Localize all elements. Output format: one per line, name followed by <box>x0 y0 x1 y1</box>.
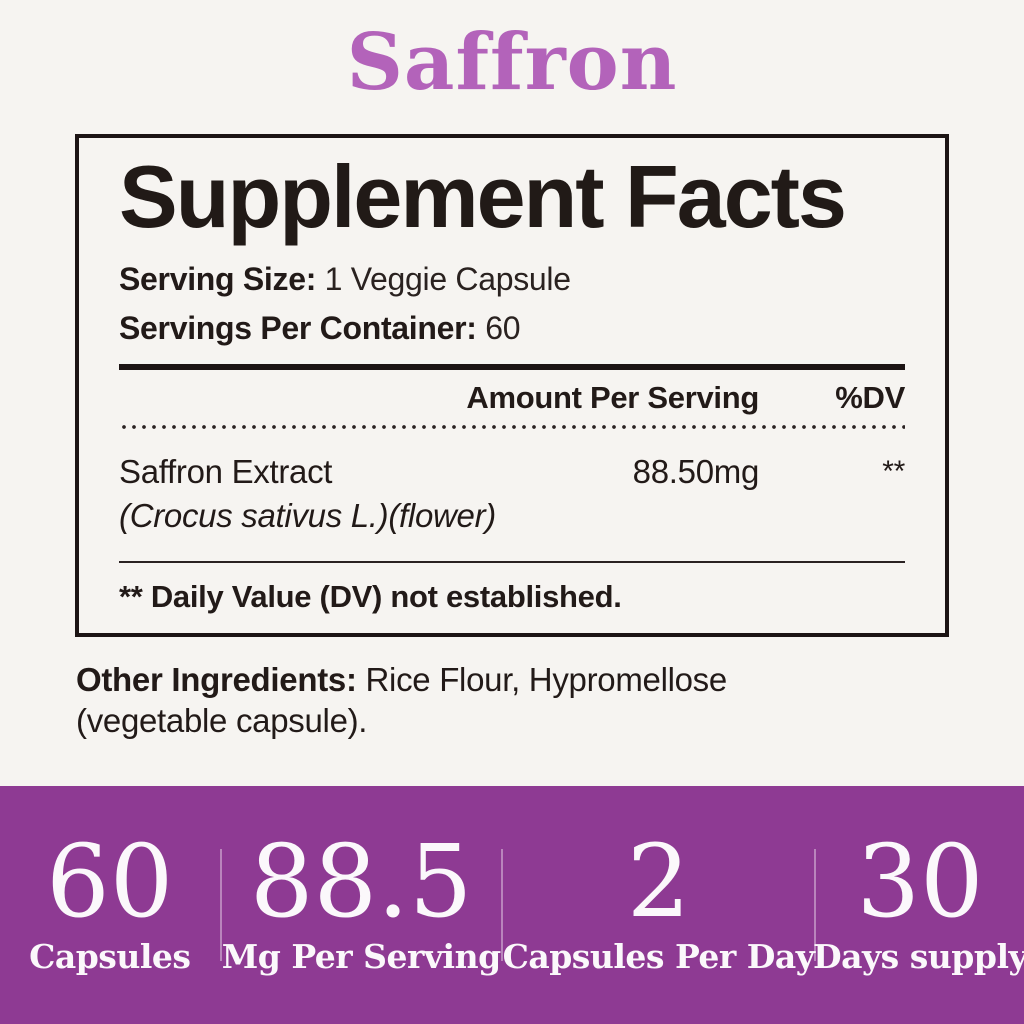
amount-per-serving-header: Amount Per Serving <box>466 379 759 415</box>
column-header-row: Amount Per Serving %DV <box>119 380 905 416</box>
serving-size-value: 1 Veggie Capsule <box>324 260 571 297</box>
supplement-facts-panel: Supplement Facts Serving Size: 1 Veggie … <box>75 134 949 637</box>
stat-capsules-per-day-label: Capsules Per Day <box>502 937 815 976</box>
percent-dv-header: %DV <box>835 379 905 415</box>
other-ingredients: Other Ingredients: Rice Flour, Hypromell… <box>76 659 866 742</box>
ingredient-name: Saffron Extract <box>119 452 333 490</box>
ingredient-botanical-detail: (Crocus sativus L.)(flower) <box>119 496 496 534</box>
product-title: Saffron <box>346 17 678 108</box>
thick-divider-rule <box>119 363 905 370</box>
stat-capsule-count: 60 Capsules <box>0 823 220 977</box>
stat-capsule-count-value: 60 <box>46 823 174 940</box>
stat-divider-1 <box>219 849 222 961</box>
ingredient-amount: 88.50mg <box>632 452 760 490</box>
stat-capsule-count-label: Capsules <box>29 937 191 976</box>
ingredient-dv: ** <box>882 454 905 488</box>
serving-size-label: Serving Size: <box>119 260 317 297</box>
stat-capsules-per-day: 2 Capsules Per Day <box>502 823 815 977</box>
servings-per-container-label: Servings Per Container: <box>119 310 477 347</box>
stat-days-supply-value: 30 <box>856 823 984 940</box>
stats-band: 60 Capsules 88.5 Mg Per Serving 2 Capsul… <box>0 786 1024 1024</box>
stat-days-supply: 30 Days supply <box>812 823 1024 977</box>
ingredient-row: Saffron Extract 88.50mg ** <box>119 453 905 491</box>
stat-divider-2 <box>500 849 503 961</box>
other-ingredients-value: Rice Flour, Hypromellose (vegetable caps… <box>76 660 727 739</box>
dv-footnote: ** Daily Value (DV) not established. <box>119 578 622 614</box>
stat-days-supply-label: Days supply <box>812 937 1024 976</box>
stat-mg-per-serving: 88.5 Mg Per Serving <box>221 823 501 977</box>
servings-per-container-value: 60 <box>485 310 521 347</box>
servings-per-container-line: Servings Per Container: 60 <box>119 308 905 350</box>
stat-divider-3 <box>814 849 817 961</box>
stat-mg-per-serving-value: 88.5 <box>249 823 473 940</box>
stat-capsules-per-day-value: 2 <box>626 823 691 940</box>
dotted-divider-rule <box>119 424 905 429</box>
serving-size-line: Serving Size: 1 Veggie Capsule <box>119 259 905 301</box>
facts-heading: Supplement Facts <box>119 147 847 246</box>
other-ingredients-label: Other Ingredients: <box>76 660 357 698</box>
stat-mg-per-serving-label: Mg Per Serving <box>221 937 501 976</box>
thin-divider-rule <box>119 560 905 563</box>
